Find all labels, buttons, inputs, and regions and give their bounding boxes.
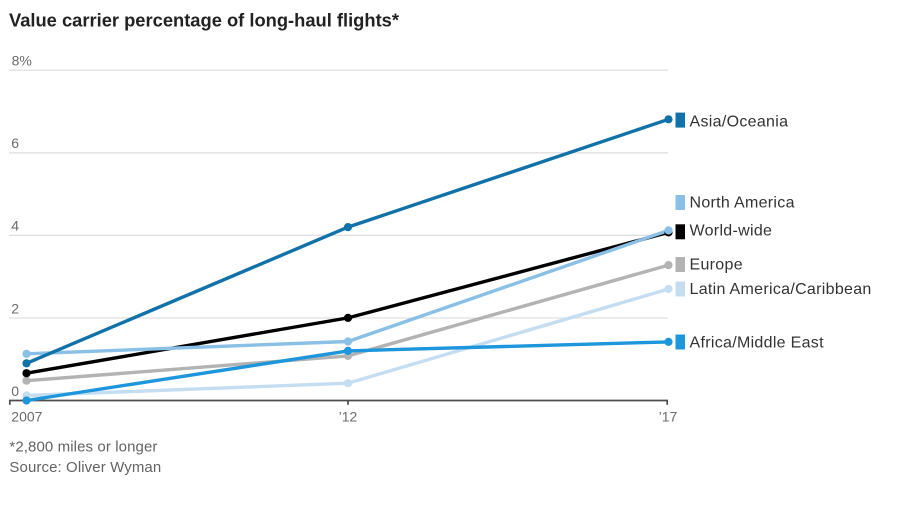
svg-text:’17: ’17 [659,409,678,425]
svg-text:Source: Oliver Wyman: Source: Oliver Wyman [9,459,161,476]
svg-text:Latin America/Caribbean: Latin America/Caribbean [690,281,872,298]
svg-text:World-wide: World-wide [690,222,773,239]
svg-text:’12: ’12 [339,409,358,425]
svg-text:Europe: Europe [690,256,743,273]
svg-text:6: 6 [11,135,19,151]
svg-text:*2,800 miles or longer: *2,800 miles or longer [9,439,157,456]
svg-text:2007: 2007 [11,409,42,425]
svg-text:4: 4 [11,218,19,234]
svg-text:Value carrier percentage of lo: Value carrier percentage of long-haul fl… [9,11,399,31]
svg-text:2: 2 [11,300,19,316]
svg-text:Africa/Middle East: Africa/Middle East [690,335,825,352]
svg-text:0: 0 [11,383,19,399]
svg-text:8%: 8% [12,53,32,69]
svg-text:North America: North America [690,195,795,212]
svg-text:Asia/Oceania: Asia/Oceania [690,114,789,131]
